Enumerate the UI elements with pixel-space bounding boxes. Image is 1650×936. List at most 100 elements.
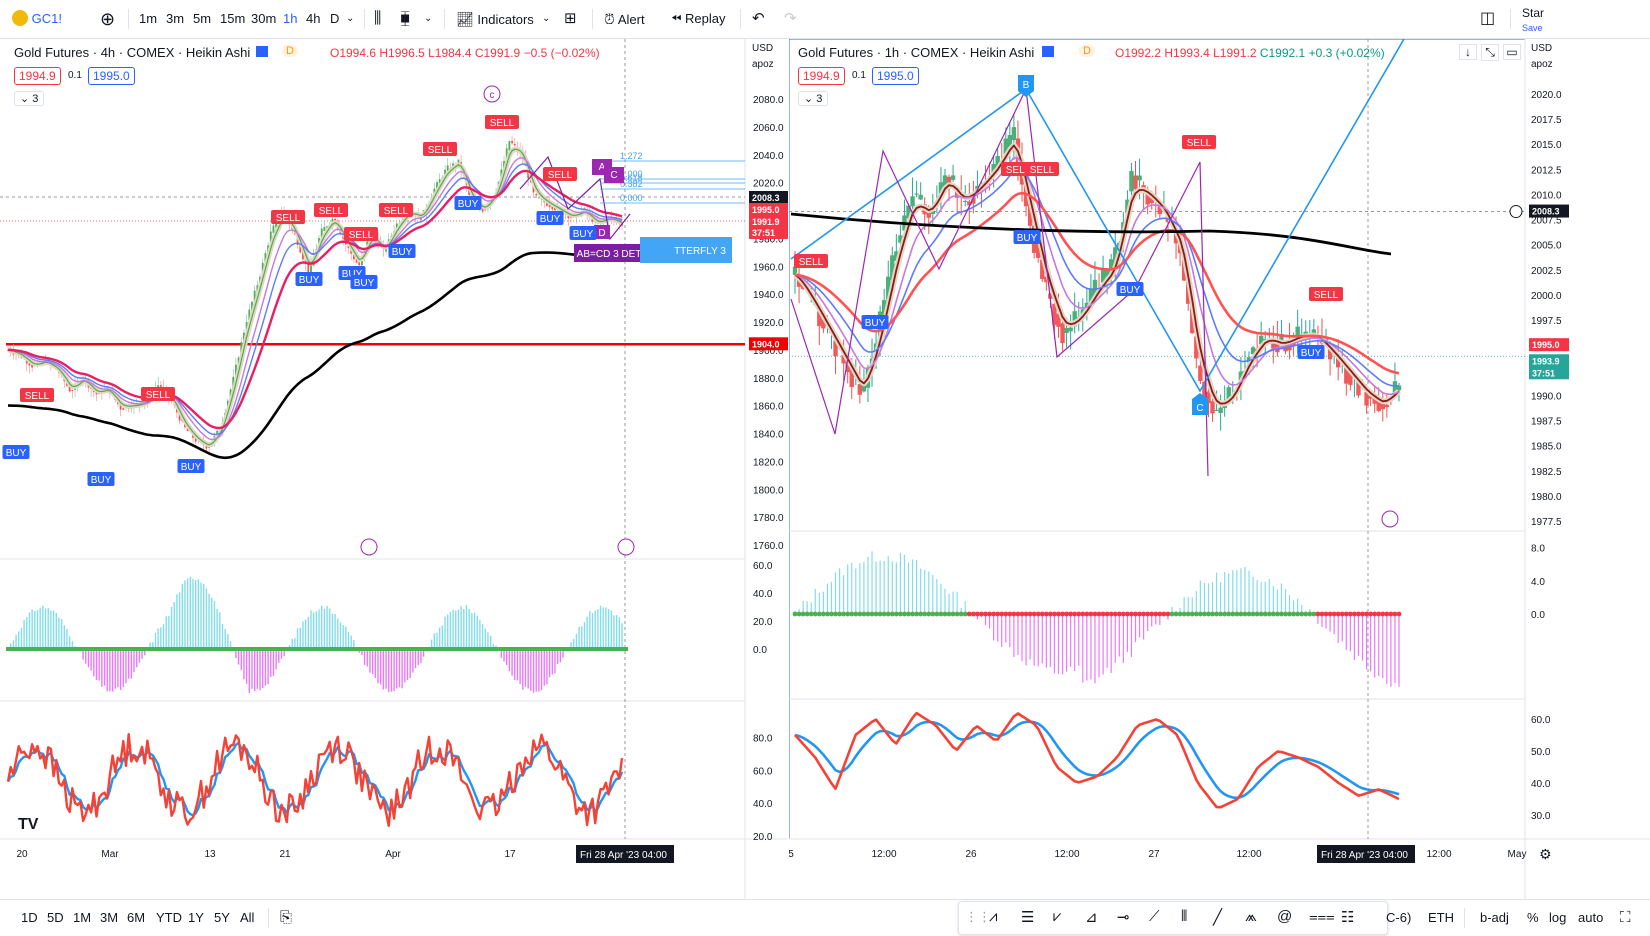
right-osc-zero-dot [938,611,944,617]
range-1y[interactable]: 1Y [188,910,204,925]
replay-button[interactable]: ⏪︎ Replay [671,0,726,38]
right-time-label: 27 [1148,849,1160,860]
right-osc-zero-dot [991,611,997,617]
right-pane-expand-icon[interactable]: ⤡ [1481,44,1499,61]
left-currency-label[interactable]: USD [752,43,774,54]
parallel-channel-icon[interactable]: ⩶ [1309,908,1335,925]
right-pane-down-arrow-icon[interactable]: ↓ [1459,44,1477,60]
interval-chevron-down-icon[interactable]: ⌄ [346,13,355,24]
percent-scale-button[interactable]: % [1527,910,1539,925]
interval-4h[interactable]: 4h [306,11,321,26]
auto-scale-button[interactable]: auto [1578,910,1604,925]
alert-button[interactable]: ⏰︎ Alert [604,0,645,38]
redo-icon[interactable]: ↷ [784,10,797,27]
templates-grid-icon[interactable]: ⊞ [564,10,577,27]
right-candle-body [1210,401,1215,414]
range-5d[interactable]: 5D [47,910,64,925]
left-sell-signal-box [314,203,348,217]
right-osc-zero-dot [1185,611,1191,617]
fib-retracement-icon[interactable]: ⫴ [1181,908,1188,925]
left-chart-canvas[interactable]: 2080.02060.02040.02020.02000.01980.01960… [0,39,788,899]
left-spread: 0.1 [68,70,82,81]
left-indicators-collapse-button[interactable]: ⌄ 3 [14,91,45,106]
left-candle-body [310,262,312,273]
left-cursor-time-bg [576,845,674,863]
interval-3m[interactable]: 3m [166,11,185,26]
candle-style-icon[interactable]: ⧯ [400,10,411,27]
drag-handle-icon[interactable]: ⋮⋮ [965,909,991,924]
left-legend-title[interactable]: Gold Futures · 4h · COMEX · Heikin Ashi [14,45,251,60]
triangle-pattern-icon[interactable]: ⊿ [1085,909,1098,926]
fib-spiral-icon[interactable]: @ [1277,908,1293,925]
date-range-calendar-icon[interactable]: ⎘ [280,909,293,926]
bar-style-icon[interactable]: ⫼ [374,10,382,27]
interval-d[interactable]: D [330,11,340,26]
left-sell-price-button[interactable]: 1994.9 [14,67,61,85]
cypher-pattern-icon[interactable]: ☰ [1021,909,1035,926]
layout-split-icon[interactable]: ◫ [1480,10,1496,27]
interval-15m[interactable]: 15m [220,11,246,26]
symbol-search-button[interactable]: GC1! [12,0,62,38]
rewind-icon: ⏪︎ [671,11,682,26]
left-buy-price-button[interactable]: 1995.0 [88,67,135,85]
right-buy-price-button[interactable]: 1995.0 [872,67,919,85]
ray-icon[interactable]: ╱ [1213,909,1223,926]
trend-line-icon[interactable]: ⟋ [1149,908,1160,925]
right-candle-body [991,164,996,173]
right-pane-maximize-icon[interactable]: ▭ [1503,44,1521,60]
indicators-button[interactable]: 📈︎ Indicators [456,0,534,38]
undo-icon[interactable]: ↶ [752,10,765,27]
range-3m[interactable]: 3M [100,910,119,925]
interval-1m[interactable]: 1m [139,11,158,26]
right-flag-icon[interactable] [1042,46,1054,57]
right-candle-body [1384,404,1390,408]
indicators-chevron-down-icon[interactable]: ⌄ [542,13,551,24]
log-scale-button[interactable]: log [1549,910,1567,925]
right-osc-zero-dot [1011,611,1017,617]
session-eth-button[interactable]: ETH [1428,910,1454,925]
chart-type-chevron-down-icon[interactable]: ⌄ [424,13,433,24]
star-save-button[interactable]: Star Save [1522,6,1544,34]
left-price-tick: 1980.0 [753,234,784,245]
right-chart-canvas[interactable]: 2020.0 2017.5 2015.0 2012.5 2010.0 2007.5 2005… [789,39,1650,899]
right-candle-body [1133,175,1138,190]
fullscreen-icon[interactable]: ⛶ [1620,909,1631,926]
right-osc-zero-dot [1218,611,1224,617]
right-chart-pane[interactable]: 2020.0 2017.5 2015.0 2012.5 2010.0 2007.5 2005… [789,39,1650,899]
right-indicators-collapse-button[interactable]: ⌄ 3 [798,91,829,106]
compare-add-icon[interactable]: ⊕ [100,9,116,29]
horizontal-ray-icon[interactable]: ⊸ [1117,909,1130,926]
right-sell-price-button[interactable]: 1994.9 [798,67,845,85]
left-chart-pane[interactable]: 2080.02060.02040.02020.02000.01980.01960… [0,39,788,899]
left-buy-signal-box [388,244,416,258]
range-ytd[interactable]: YTD [156,910,182,925]
more-tools-icon[interactable]: ☷ [1341,909,1355,926]
range-6m[interactable]: 6M [127,910,146,925]
right-candle-body [1238,371,1244,382]
right-candle-body [833,340,838,357]
back-adjust-button[interactable]: b-adj [1480,910,1509,925]
left-flag-icon[interactable] [256,46,268,57]
right-time-label: May [1508,849,1527,860]
right-osc-zero-dot [1169,611,1175,617]
right-scale-mode-label[interactable]: apoz [1531,59,1553,70]
range-1d[interactable]: 1D [21,910,38,925]
right-candle-body [938,182,944,197]
range-1m[interactable]: 1M [73,910,92,925]
abcd-pattern-icon[interactable]: ⩗ [1053,908,1062,925]
xabcd-pattern-icon[interactable]: ⩘ [989,908,998,925]
left-fib-label: 1.000 [620,169,643,179]
interval-5m[interactable]: 5m [193,11,212,26]
range-all[interactable]: All [240,910,255,925]
left-scale-mode-label[interactable]: apoz [752,59,774,70]
right-legend-title[interactable]: Gold Futures · 1h · COMEX · Heikin Ashi [798,45,1035,60]
elliott-wave-icon[interactable]: ⩕ [1245,908,1257,925]
interval-1h[interactable]: 1h [283,11,298,26]
interval-30m[interactable]: 30m [251,11,277,26]
left-candle-body [355,257,358,263]
right-ema-black [790,212,1392,256]
right-osc-zero-dot [1125,611,1130,617]
right-currency-label[interactable]: USD [1531,43,1553,54]
range-5y[interactable]: 5Y [214,910,230,925]
right-osc-zero-dot [1141,611,1147,617]
